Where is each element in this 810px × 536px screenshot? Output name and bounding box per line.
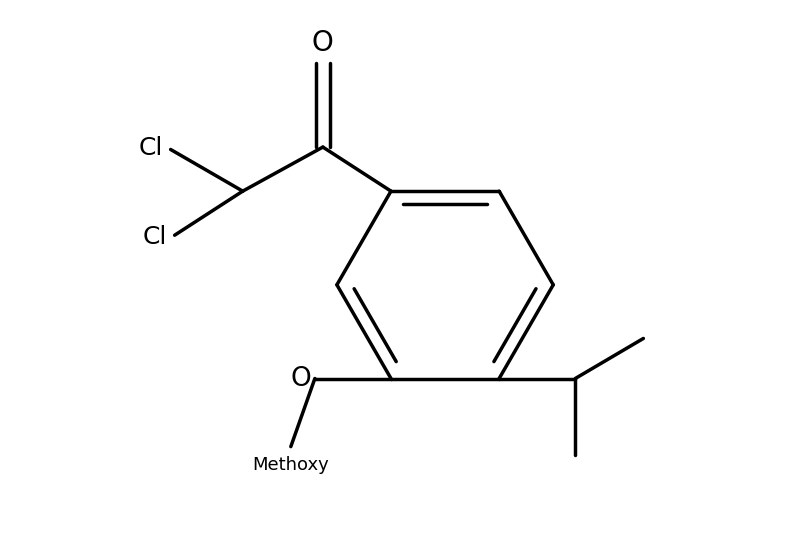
Text: O: O xyxy=(290,366,311,391)
Text: Methoxy: Methoxy xyxy=(253,456,329,474)
Text: O: O xyxy=(312,28,334,56)
Text: Cl: Cl xyxy=(139,136,163,160)
Text: Cl: Cl xyxy=(143,225,167,249)
